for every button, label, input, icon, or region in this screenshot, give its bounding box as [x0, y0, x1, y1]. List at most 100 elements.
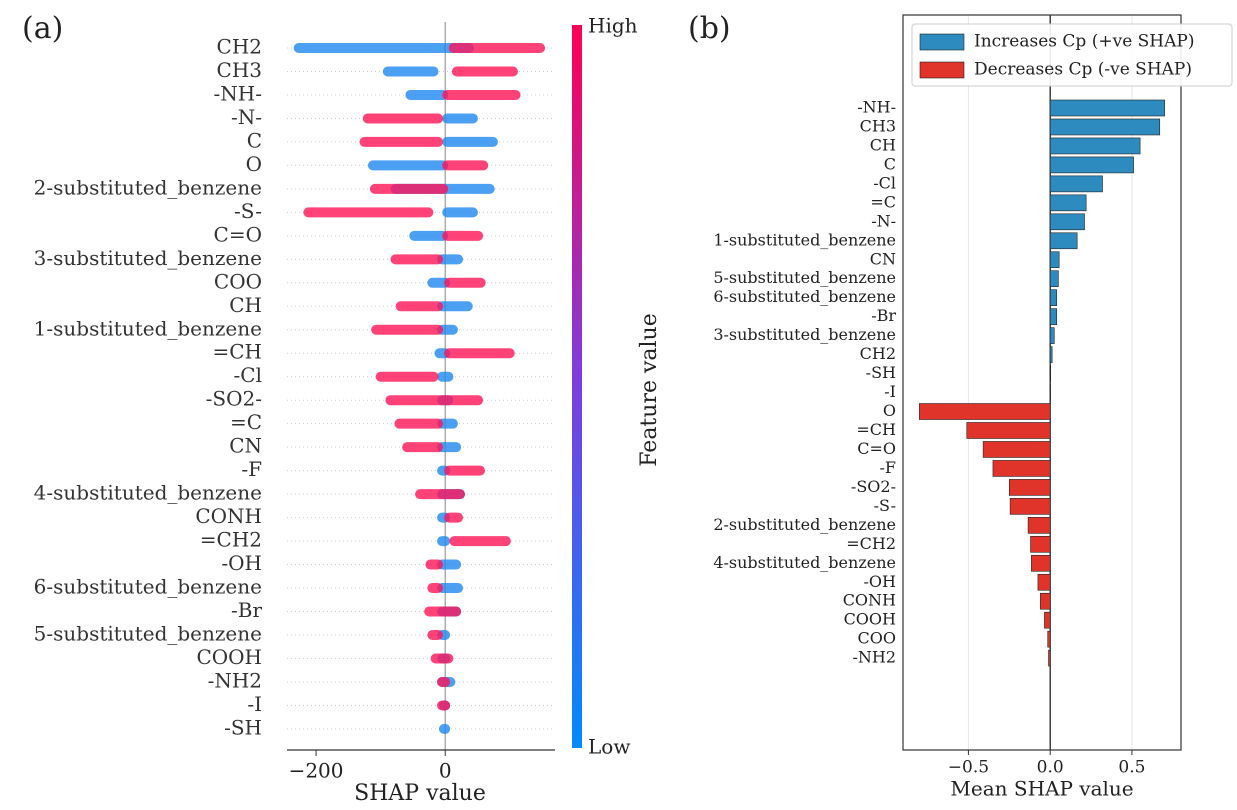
colorbar: [572, 25, 582, 748]
category-label: -Br: [871, 306, 896, 325]
feature-label: -SH: [224, 715, 262, 739]
bar: [1031, 555, 1050, 571]
category-label: O: [883, 401, 896, 420]
high-range: [427, 583, 443, 593]
high-range: [371, 325, 443, 335]
bar: [1044, 612, 1050, 628]
feature-label: COOH: [196, 645, 262, 669]
bar: [1050, 347, 1052, 363]
bar: [1040, 593, 1050, 609]
high-range: [452, 66, 518, 76]
category-label: -NH2: [852, 648, 896, 667]
bar: [1050, 233, 1077, 249]
feature-label: -N-: [231, 105, 262, 129]
bar: [993, 460, 1050, 476]
category-label: 3-substituted_benzene: [713, 325, 896, 344]
category-label: =CH2: [846, 534, 896, 553]
category-label: COOH: [844, 610, 896, 629]
high-range: [303, 207, 433, 217]
category-label: CONH: [843, 591, 896, 610]
high-range: [425, 560, 443, 570]
bar: [1038, 574, 1050, 590]
feature-label: -NH2: [208, 668, 262, 692]
category-label: -SH: [866, 363, 896, 382]
x-tick-label: −0.5: [948, 758, 989, 778]
feature-label: =CH: [212, 340, 262, 364]
bar: [1049, 650, 1051, 666]
high-range: [424, 607, 461, 617]
bar: [1050, 309, 1057, 325]
feature-label: CH3: [217, 58, 262, 82]
feature-label: CH: [229, 293, 262, 317]
x-tick-label: 0.0: [1037, 758, 1064, 778]
feature-label: -NH-: [214, 81, 262, 105]
high-range: [385, 395, 483, 405]
feature-label: -Cl: [234, 363, 262, 387]
category-label: CH: [870, 135, 896, 154]
feature-label: -I: [247, 692, 262, 716]
low-range: [383, 66, 439, 76]
feature-label: -F: [241, 457, 262, 481]
low-range: [294, 43, 474, 53]
bar: [1009, 479, 1050, 495]
high-range: [402, 442, 443, 452]
high-range: [431, 653, 454, 663]
category-label: -SO2-: [851, 477, 896, 496]
bar: [1050, 119, 1160, 135]
legend-label: Increases Cp (+ve SHAP): [974, 32, 1194, 52]
x-tick-label: −200: [289, 759, 344, 783]
bar: [919, 404, 1050, 420]
category-label: -NH-: [857, 98, 896, 117]
category-label: 2-substituted_benzene: [713, 515, 896, 534]
high-range: [442, 231, 483, 241]
feature-label: =CH2: [200, 528, 262, 552]
high-range: [376, 372, 439, 382]
category-label: =C: [870, 192, 896, 211]
low-range: [442, 137, 498, 147]
category-label: C=O: [857, 439, 896, 458]
legend-label: Decreases Cp (-ve SHAP): [974, 60, 1192, 80]
bar: [1010, 498, 1050, 514]
high-range: [444, 348, 515, 358]
feature-label: C=O: [214, 222, 262, 246]
colorbar-label: Feature value: [637, 313, 662, 467]
bar: [1050, 100, 1164, 116]
bar: [1050, 157, 1133, 173]
low-range: [405, 90, 448, 100]
low-range: [437, 372, 453, 382]
high-range: [415, 489, 465, 499]
high-range: [360, 137, 443, 147]
panel-label: (a): [22, 11, 63, 46]
bar: [1028, 517, 1050, 533]
feature-label: CONH: [195, 504, 262, 528]
x-tick-label: 0.5: [1118, 758, 1145, 778]
low-range: [368, 160, 448, 170]
feature-label: C: [247, 128, 262, 152]
feature-label: O: [246, 152, 262, 176]
feature-label: -OH: [221, 551, 262, 575]
legend-swatch: [920, 34, 964, 50]
category-label: 5-substituted_benzene: [713, 268, 896, 287]
feature-label: =C: [230, 410, 262, 434]
high-range: [444, 278, 486, 288]
high-range: [394, 419, 443, 429]
bar: [1048, 631, 1050, 647]
high-range: [442, 160, 488, 170]
x-tick-label: 0: [439, 759, 452, 783]
category-label: -F: [879, 458, 896, 477]
bar: [1050, 252, 1059, 268]
feature-label: -S-: [234, 199, 262, 223]
feature-label: 6-substituted_benzene: [34, 575, 262, 599]
high-range: [396, 301, 443, 311]
category-label: CN: [870, 249, 896, 268]
category-label: C: [884, 154, 896, 173]
category-label: CH2: [860, 344, 896, 363]
feature-label: -Br: [231, 598, 262, 622]
low-range: [439, 724, 450, 734]
bar: [1050, 290, 1057, 306]
bar: [1050, 138, 1140, 154]
category-label: COO: [858, 629, 896, 648]
high-range: [427, 630, 443, 640]
category-label: -Cl: [873, 173, 896, 192]
